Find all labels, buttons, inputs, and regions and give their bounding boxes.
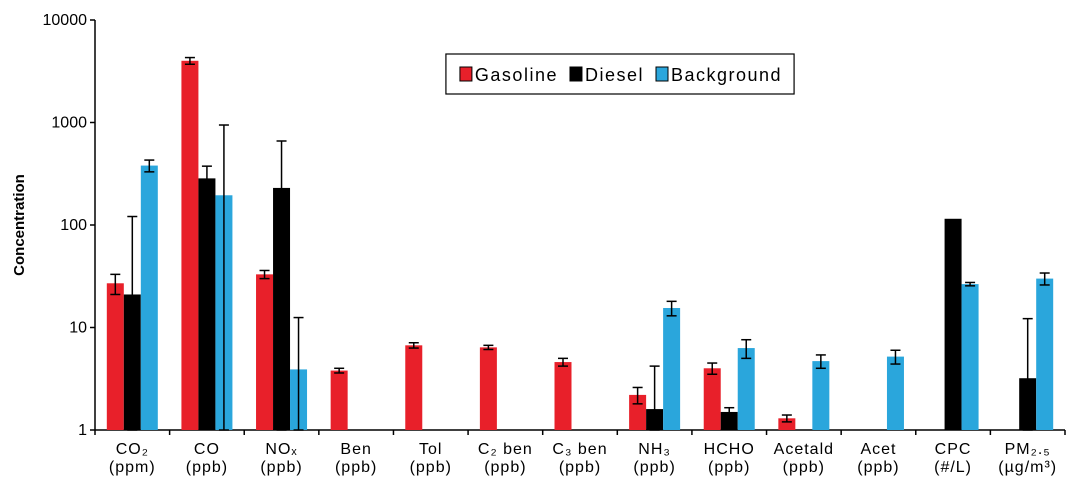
bar [554, 362, 572, 430]
error-bar [741, 338, 752, 360]
y-tick-label: 10 [69, 320, 87, 337]
error-bar [483, 344, 494, 351]
bar [330, 370, 348, 430]
x-tick-label: PM₂.₅ [1005, 441, 1051, 458]
error-bar [144, 159, 155, 173]
bar [737, 348, 755, 430]
x-tick-unit: (ppb) [260, 459, 302, 476]
x-tick-unit: (ppb) [633, 459, 675, 476]
x-tick-unit: (ppb) [857, 459, 899, 476]
bar [140, 165, 158, 430]
error-bar [334, 367, 345, 374]
x-tick-label: Tol [419, 441, 442, 458]
bar [944, 218, 962, 430]
error-bar [259, 269, 270, 280]
x-tick-label: NH₃ [638, 441, 671, 458]
x-tick-unit: (ppb) [186, 459, 228, 476]
error-bar [707, 362, 718, 375]
legend-label: Background [671, 65, 782, 85]
error-bar [293, 316, 304, 431]
x-tick-unit: (ppb) [484, 459, 526, 476]
error-bar [649, 365, 660, 431]
x-tick-unit: (ppb) [410, 459, 452, 476]
error-bar [724, 406, 735, 418]
legend: Gasoline Diesel Background [445, 53, 795, 95]
error-bar [110, 273, 121, 296]
x-tick-unit: (ppm) [109, 459, 156, 476]
legend-swatch [569, 66, 583, 82]
x-tick-unit: (ppb) [783, 459, 825, 476]
legend-box [445, 53, 795, 95]
bar [405, 345, 423, 430]
error-bar [781, 414, 792, 423]
error-bar [632, 386, 643, 405]
bar [256, 274, 274, 430]
x-tick-unit: (#/L) [934, 459, 972, 476]
error-bar [666, 300, 677, 317]
error-bar [1039, 272, 1050, 286]
error-bar [201, 165, 212, 197]
error-bar [218, 124, 229, 431]
error-bar [276, 140, 287, 431]
x-tick-label: Ben [340, 441, 371, 458]
x-tick-label: Acetald [774, 441, 834, 458]
x-tick-unit: (ppb) [559, 459, 601, 476]
x-tick-label: CO [194, 441, 220, 458]
error-bar [184, 56, 195, 66]
error-bar [408, 341, 419, 349]
error-bar [890, 349, 901, 365]
bar [1036, 278, 1054, 430]
x-tick-label: CO₂ [116, 441, 149, 458]
x-tick-label: CPC [935, 441, 972, 458]
x-tick-unit: (ppb) [335, 459, 377, 476]
legend-label: Gasoline [475, 65, 558, 85]
x-tick-label: Acet [860, 441, 896, 458]
y-axis-label: Concentration [11, 174, 28, 276]
bar [961, 284, 979, 430]
y-tick-label: 1000 [51, 115, 87, 132]
legend-swatch [459, 66, 473, 82]
error-bar [558, 357, 568, 367]
x-tick-unit: (µg/m³) [998, 459, 1057, 476]
error-bar [127, 215, 138, 431]
bar [703, 368, 721, 430]
legend-swatch [655, 66, 669, 82]
bar [886, 356, 904, 430]
x-tick-label: C₃ ben [552, 441, 607, 458]
x-tick-unit: (ppb) [708, 459, 750, 476]
x-tick-label: HCHO [704, 441, 755, 458]
y-tick-label: 1 [78, 422, 87, 439]
legend-label: Diesel [585, 65, 644, 85]
bar [106, 283, 124, 430]
error-bar [965, 281, 976, 287]
bar [778, 418, 796, 430]
y-tick-label: 10000 [43, 12, 88, 29]
x-tick-label: NOₓ [265, 441, 297, 458]
bar [479, 347, 497, 430]
x-tick-label: C₂ ben [478, 441, 533, 458]
y-tick-label: 100 [60, 217, 87, 234]
bar [198, 178, 216, 430]
bar [181, 60, 199, 431]
bar [663, 307, 681, 430]
error-bar [815, 354, 826, 370]
error-bar [1022, 317, 1033, 431]
bar [812, 361, 830, 430]
